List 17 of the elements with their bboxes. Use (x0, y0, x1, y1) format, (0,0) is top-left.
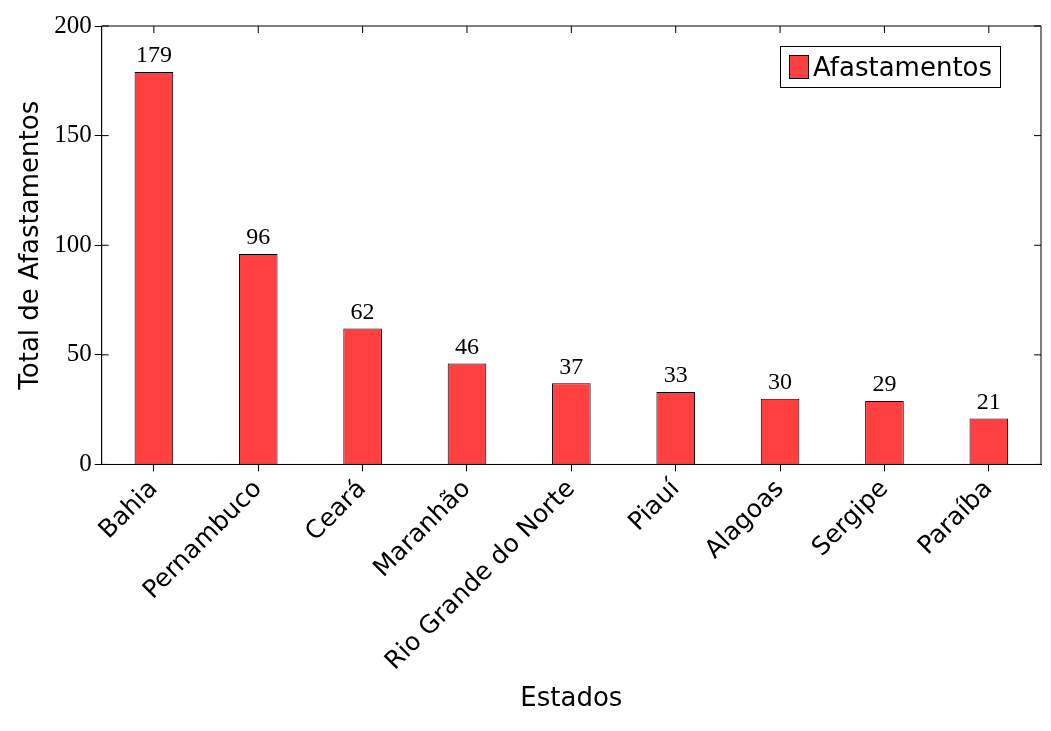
data-label: 62 (350, 297, 375, 324)
y-axis-title: Total de Afastamentos (14, 100, 45, 391)
data-label: 37 (559, 352, 584, 379)
data-label: 29 (872, 370, 897, 397)
data-label: 21 (976, 387, 1001, 414)
y-tick-label: 100 (54, 229, 92, 257)
y-tick-label: 200 (54, 10, 92, 38)
data-label: 46 (454, 332, 479, 359)
data-label: 179 (135, 41, 172, 68)
x-axis-title: Estados (520, 682, 623, 713)
y-tick-label: 150 (54, 120, 92, 148)
data-label: 96 (246, 223, 271, 250)
y-tick-label: 0 (79, 449, 92, 477)
data-label: 30 (768, 367, 793, 394)
y-tick-label: 50 (66, 339, 92, 367)
legend-label: Afastamentos (813, 51, 993, 83)
data-label: 33 (663, 361, 688, 388)
